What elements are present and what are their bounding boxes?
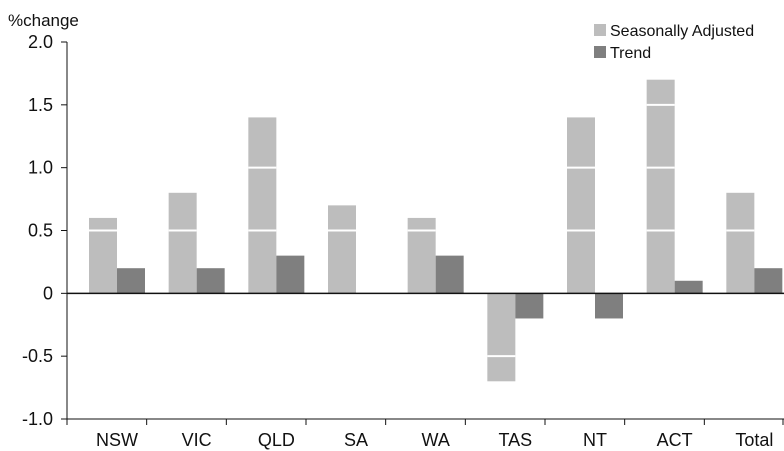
bar-trend-total — [754, 268, 783, 294]
legend-label-trend: Trend — [610, 45, 651, 62]
y-axis: 2.0 1.5 1.0 0.5 0 -0.5 -1.0 — [22, 32, 68, 429]
bar-seasonally-adjusted-vic — [168, 192, 197, 294]
legend: Seasonally Adjusted Trend — [594, 23, 754, 62]
bar-trend-nt — [595, 293, 623, 319]
bar-trend-vic — [196, 268, 225, 294]
y-tick-label: -1.0 — [22, 409, 53, 429]
y-tick-label: 0.5 — [28, 221, 53, 241]
bar-seasonally-adjusted-wa — [407, 217, 436, 294]
x-tick-label-vic: VIC — [182, 430, 212, 450]
bar-gridlines — [89, 103, 755, 358]
y-tick-label: 2.0 — [28, 32, 53, 52]
y-tick-label: 1.5 — [28, 95, 53, 115]
x-tick-label-nt: NT — [583, 430, 607, 450]
legend-swatch-seasonally-adjusted — [594, 24, 606, 36]
x-tick-label-nsw: NSW — [96, 430, 138, 450]
bar-seasonally-adjusted-total — [726, 192, 755, 294]
bar-seasonally-adjusted-tas — [487, 293, 516, 382]
bar-trend-qld — [276, 255, 305, 294]
x-tick-label-qld: QLD — [258, 430, 295, 450]
bar-seasonally-adjusted-nt — [567, 117, 595, 294]
bar-seasonally-adjusted-qld — [248, 117, 277, 294]
y-tick-label: -0.5 — [22, 346, 53, 366]
bar-seasonally-adjusted-act — [646, 79, 675, 294]
x-axis: NSW VIC QLD SA WA TAS NT ACT Total — [66, 292, 784, 450]
y-tick-label: 0 — [43, 283, 53, 303]
bars — [89, 79, 783, 382]
bar-trend-wa — [435, 255, 464, 294]
legend-swatch-trend — [594, 46, 606, 58]
x-tick-label-act: ACT — [657, 430, 693, 450]
bar-seasonally-adjusted-nsw — [89, 217, 117, 294]
y-tick-label: 1.0 — [28, 158, 53, 178]
x-tick-label-wa: WA — [422, 430, 450, 450]
y-axis-title: %change — [8, 11, 79, 30]
bar-seasonally-adjusted-sa — [328, 205, 356, 294]
legend-label-seasonally-adjusted: Seasonally Adjusted — [610, 23, 754, 40]
bar-trend-tas — [515, 293, 544, 319]
x-tick-label-sa: SA — [344, 430, 368, 450]
bar-trend-nsw — [117, 268, 145, 294]
x-tick-label-total: Total — [735, 430, 773, 450]
x-tick-label-tas: TAS — [498, 430, 532, 450]
bar-trend-act — [674, 280, 703, 294]
